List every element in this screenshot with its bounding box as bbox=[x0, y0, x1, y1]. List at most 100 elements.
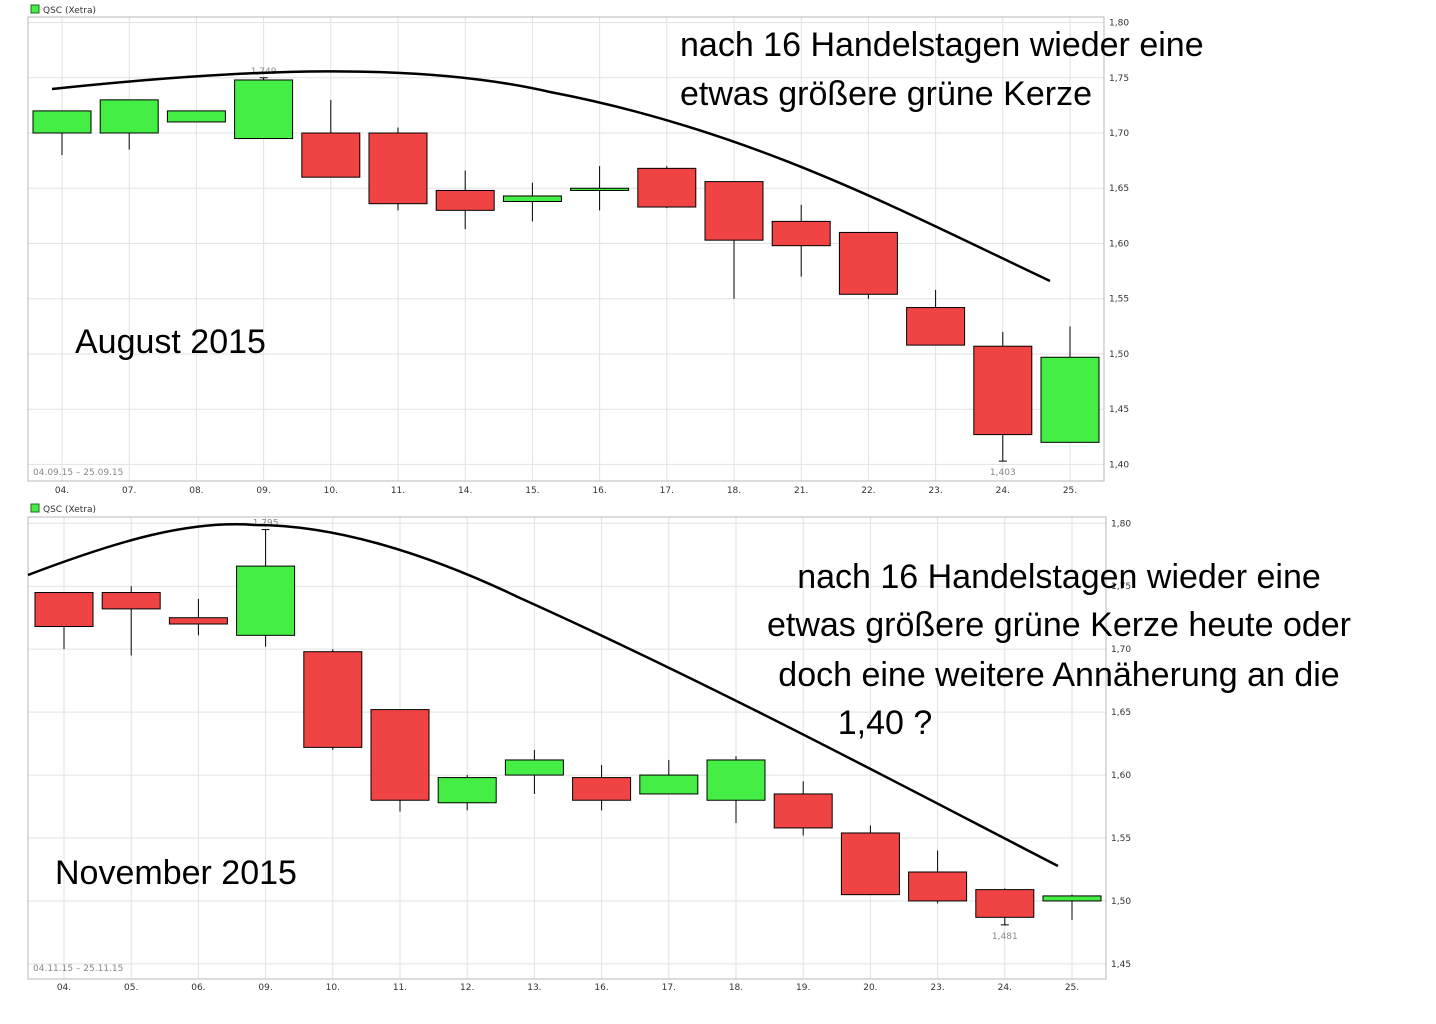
y-tick-label: 1,65 bbox=[1111, 708, 1131, 718]
candle-body bbox=[704, 181, 764, 241]
y-tick-label: 1,50 bbox=[1109, 350, 1129, 360]
x-tick-label: 17. bbox=[662, 983, 676, 993]
x-tick-label: 25. bbox=[1063, 486, 1077, 496]
annotation-text: 1,40 ? bbox=[838, 704, 933, 742]
x-tick-label: 11. bbox=[393, 983, 407, 993]
x-tick-label: 23. bbox=[928, 486, 942, 496]
legend-swatch bbox=[30, 4, 40, 14]
candle-body bbox=[908, 871, 968, 902]
chart-panel-2: 1,80 1,75 1,70 1,65 1,60 1,55 1,50 1,45 04. 05. 06… bbox=[27, 503, 1351, 993]
y-tick-label: 1,70 bbox=[1109, 129, 1129, 139]
x-tick-label: 08. bbox=[189, 486, 203, 496]
x-tick-label: 18. bbox=[729, 983, 743, 993]
candle-body bbox=[773, 793, 833, 829]
x-tick-label: 14. bbox=[458, 486, 472, 496]
x-tick-label: 23. bbox=[930, 983, 944, 993]
x-tick-label: 12. bbox=[460, 983, 474, 993]
candle-body bbox=[1042, 895, 1102, 902]
x-tick-label: 07. bbox=[122, 486, 136, 496]
candle-body bbox=[99, 99, 159, 134]
candle-body bbox=[236, 565, 296, 636]
annotation-text: doch eine weitere Annäherung an die bbox=[778, 656, 1339, 694]
candle-body bbox=[973, 345, 1033, 436]
y-tick-label: 1,60 bbox=[1111, 771, 1131, 781]
y-tick-label: 1,55 bbox=[1109, 295, 1129, 305]
x-tick-label: 16. bbox=[592, 486, 606, 496]
annotation-text: etwas größere grüne Kerze heute oder bbox=[767, 606, 1351, 644]
candle-body bbox=[771, 220, 831, 247]
y-tick-label: 1,65 bbox=[1109, 184, 1129, 194]
x-tick-label: 22. bbox=[861, 486, 875, 496]
candle-body bbox=[101, 592, 161, 610]
candle-body bbox=[975, 889, 1035, 918]
candle-body bbox=[370, 709, 430, 801]
candle-body bbox=[504, 759, 564, 776]
x-tick-label: 04. bbox=[55, 486, 69, 496]
x-tick-label: 16. bbox=[594, 983, 608, 993]
y-tick-label: 1,75 bbox=[1109, 74, 1129, 84]
x-tick-label: 05. bbox=[124, 983, 138, 993]
y-tick-label: 1,70 bbox=[1111, 645, 1131, 655]
x-tick-label: 19. bbox=[796, 983, 810, 993]
period-label: August 2015 bbox=[75, 323, 266, 361]
candle-body bbox=[706, 759, 766, 801]
y-tick-label: 1,60 bbox=[1109, 239, 1129, 249]
date-range-label: 04.11.15 – 25.11.15 bbox=[33, 964, 123, 974]
x-tick-label: 20. bbox=[863, 983, 877, 993]
x-tick-label: 17. bbox=[660, 486, 674, 496]
y-tick-label: 1,45 bbox=[1111, 960, 1131, 970]
candle-body bbox=[168, 617, 228, 625]
candle-body bbox=[570, 187, 630, 191]
y-tick-label: 1,75 bbox=[1111, 582, 1131, 592]
candle-body bbox=[572, 777, 632, 801]
candle-body bbox=[637, 167, 697, 208]
x-tick-label: 09. bbox=[256, 486, 270, 496]
x-tick-label: 15. bbox=[525, 486, 539, 496]
low-value-label: 1,481 bbox=[992, 932, 1018, 942]
low-value-label: 1,403 bbox=[990, 468, 1016, 478]
y-tick-label: 1,55 bbox=[1111, 834, 1131, 844]
y-tick-label: 1,40 bbox=[1109, 460, 1129, 470]
legend-label: QSC (Xetra) bbox=[43, 6, 96, 16]
candle-body bbox=[301, 132, 361, 178]
trend-curve bbox=[27, 523, 1059, 868]
period-label: November 2015 bbox=[55, 854, 297, 892]
x-tick-label: 11. bbox=[391, 486, 405, 496]
legend-swatch bbox=[30, 503, 40, 513]
candle-body bbox=[166, 110, 226, 123]
x-tick-label: 21. bbox=[794, 486, 808, 496]
x-tick-label: 24. bbox=[998, 983, 1012, 993]
candle-body bbox=[32, 110, 92, 134]
date-range-label: 04.09.15 – 25.09.15 bbox=[33, 468, 123, 478]
x-tick-label: 06. bbox=[191, 983, 205, 993]
x-tick-label: 09. bbox=[258, 983, 272, 993]
x-tick-label: 13. bbox=[527, 983, 541, 993]
candle-body bbox=[906, 307, 966, 346]
x-tick-label: 18. bbox=[727, 486, 741, 496]
candle-body bbox=[234, 79, 294, 140]
high-value-label: 1,795 bbox=[253, 519, 279, 529]
annotation-text: nach 16 Handelstagen wieder eine bbox=[797, 558, 1321, 596]
candle-body bbox=[840, 832, 900, 896]
x-tick-label: 10. bbox=[324, 486, 338, 496]
annotation-text: nach 16 Handelstagen wieder eine bbox=[680, 26, 1204, 64]
y-tick-label: 1,45 bbox=[1109, 405, 1129, 415]
candle-body bbox=[303, 651, 363, 748]
candle-body bbox=[437, 777, 497, 804]
y-tick-label: 1,80 bbox=[1109, 19, 1129, 29]
x-tick-label: 10. bbox=[326, 983, 340, 993]
x-tick-label: 25. bbox=[1065, 983, 1079, 993]
x-tick-label: 04. bbox=[57, 983, 71, 993]
candle-body bbox=[838, 231, 898, 295]
y-tick-label: 1,80 bbox=[1111, 519, 1131, 529]
annotation-text: etwas größere grüne Kerze bbox=[680, 75, 1092, 113]
legend-label: QSC (Xetra) bbox=[43, 505, 96, 515]
trend-curve bbox=[51, 70, 1051, 283]
y-tick-label: 1,50 bbox=[1111, 897, 1131, 907]
candle-body bbox=[639, 774, 699, 795]
candle-body bbox=[368, 132, 428, 205]
candle-body bbox=[1040, 356, 1100, 443]
candle-body bbox=[435, 189, 495, 211]
